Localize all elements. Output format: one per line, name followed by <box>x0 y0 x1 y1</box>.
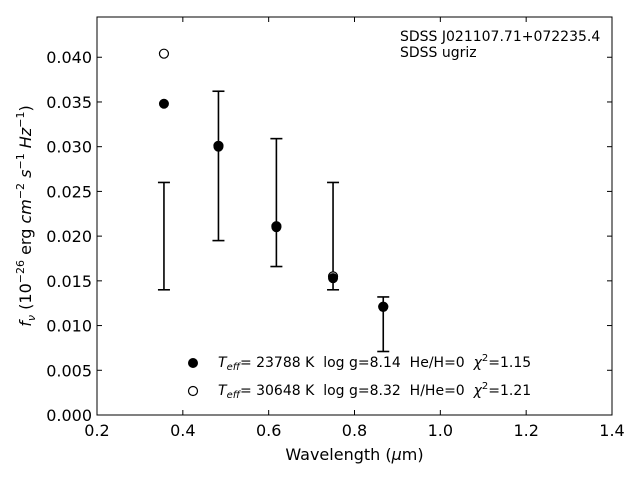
y-axis-label: fν (10−26 erg cm−2 s−1 Hz−1) <box>14 105 38 326</box>
legend: Teff= 23788 K log g=8.14 He/H=0 χ2=1.15 … <box>187 353 531 401</box>
y-tick-label: 0.015 <box>46 272 92 291</box>
point-filled <box>213 141 224 152</box>
x-ticks: 0.2 0.4 0.6 0.8 1.0 1.2 1.4 <box>84 17 625 440</box>
y-tick-label: 0.005 <box>46 361 92 380</box>
point-filled <box>158 98 169 109</box>
point-filled <box>378 301 389 312</box>
annotation-filters: SDSS ugriz <box>400 45 477 61</box>
y-tick-label: 0.035 <box>46 93 92 112</box>
y-tick-label: 0.020 <box>46 227 92 246</box>
legend-entry-2: Teff= 30648 K log g=8.32 H/He=0 χ2=1.21 <box>218 381 531 401</box>
legend-entry-1: Teff= 23788 K log g=8.14 He/H=0 χ2=1.15 <box>218 353 531 373</box>
y-tick-label: 0.010 <box>46 317 92 336</box>
x-axis-label: Wavelength (μm) <box>285 445 423 464</box>
point-open <box>158 48 170 59</box>
y-tick-label: 0.030 <box>46 138 92 157</box>
legend-marker-filled <box>188 358 198 368</box>
annotation-object: SDSS J021107.71+072235.4 <box>400 29 600 45</box>
x-tick-label: 1.4 <box>599 421 624 440</box>
point-filled <box>271 222 282 233</box>
x-tick-label: 0.2 <box>84 421 109 440</box>
y-tick-label: 0.040 <box>46 48 92 67</box>
x-tick-label: 1.0 <box>428 421 453 440</box>
legend-marker-open <box>187 385 199 397</box>
x-tick-label: 0.8 <box>342 421 367 440</box>
y-tick-label: 0.025 <box>46 182 92 201</box>
point-filled <box>328 273 339 284</box>
y-ticks: 0.000 0.005 0.010 0.015 0.020 0.025 0.030 0.035… <box>46 48 612 425</box>
x-tick-label: 0.4 <box>170 421 195 440</box>
x-tick-label: 0.6 <box>256 421 281 440</box>
y-tick-label: 0.000 <box>46 406 92 425</box>
x-tick-label: 1.2 <box>513 421 538 440</box>
error-bars <box>157 90 390 353</box>
data-points <box>158 48 389 312</box>
